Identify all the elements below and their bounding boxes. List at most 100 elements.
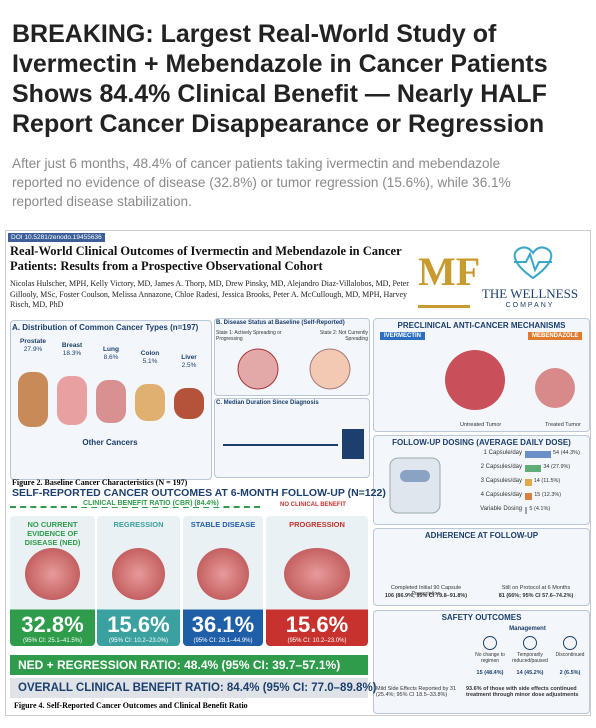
dose-value: 15 (12.3%) xyxy=(534,492,562,498)
title-line: Ivermectin + Mebendazole in Cancer Patie… xyxy=(12,50,548,78)
authors: Nicolas Hulscher, MPH, Kelly Victory, MD… xyxy=(10,279,409,309)
outcome-card: REGRESSION 15.6% (95% CI: 10.2–23.0%) xyxy=(97,516,180,646)
subtitle-line: reported disease stabilization. xyxy=(12,194,192,209)
mild: Mild Side Effects Reported by 31 (25.4%;… xyxy=(376,686,456,698)
cancer-name: Lung xyxy=(103,346,119,353)
cancer-pct: 2.5% xyxy=(181,362,197,369)
card-ci: (95% CI: 10.2–23.0%) xyxy=(108,638,169,644)
organ xyxy=(135,384,165,421)
card-image xyxy=(25,548,80,600)
safety-value: 15 (48.4%) xyxy=(476,670,504,676)
figure4: Figure 4. Self-Reported Cancer Outcomes … xyxy=(14,701,248,710)
dosing-title: FOLLOW-UP DOSING (AVERAGE DAILY DOSE) xyxy=(392,438,571,447)
outcome-card: STABLE DISEASE 36.1% (95% CI: 28.1–44.9%) xyxy=(183,516,263,646)
dose-bar xyxy=(525,507,528,514)
dose-bar xyxy=(525,465,542,472)
brand-sub: COMPANY xyxy=(505,302,555,309)
card-label: REGRESSION xyxy=(113,520,164,529)
safety-title: SAFETY OUTCOMES xyxy=(441,613,522,622)
other-cancers: Other Cancers xyxy=(82,438,138,447)
card-value: 32.8% xyxy=(21,612,84,637)
card-label: NO CURRENT EVIDENCE OF DISEASE (NED) xyxy=(24,520,81,547)
continued: 93.6% of those with side effects continu… xyxy=(466,686,579,698)
cancer-name: Liver xyxy=(181,354,197,361)
panel-c-title: C. Median Duration Since Diagnosis xyxy=(216,400,319,406)
safety xyxy=(373,610,590,714)
dose-label: 2 Capsules/day xyxy=(480,464,522,470)
organ xyxy=(96,380,126,423)
safety-icon xyxy=(483,636,497,650)
panel-b-title: B. Disease Status at Baseline (Self-Repo… xyxy=(216,320,345,326)
cancer-name: Prostate xyxy=(19,338,46,345)
card-ci: (95% CI: 28.1–44.9%) xyxy=(193,638,253,644)
overall-ratio: OVERALL CLINICAL BENEFIT RATIO: 84.4% (9… xyxy=(10,678,377,698)
adherence-value2: 81 (66%; 95% CI 57.6–74.2%) xyxy=(498,593,574,599)
safety-label: Temporarily reduced/paused xyxy=(512,652,548,664)
cancer-pct: 18.3% xyxy=(62,350,82,357)
subtitle-line: After just 6 months, 48.4% of cancer pat… xyxy=(12,156,501,171)
outcome-card: PROGRESSION 15.6% (95% CI: 10.2–23.0%) xyxy=(266,516,368,646)
card-value: 36.1% xyxy=(191,612,255,637)
safety-value: 2 (6.5%) xyxy=(559,670,581,676)
cbr-label: CLINICAL BENEFIT RATIO (CBR) (84.4%) xyxy=(80,500,222,507)
organ xyxy=(57,376,87,425)
adherence xyxy=(373,528,590,606)
state1: State 1: Actively Spreading or Progressi… xyxy=(216,330,282,342)
card-image xyxy=(111,548,166,600)
state2: State 2: Not Currently Spreading xyxy=(319,330,368,342)
dose-value: 5 (4.1%) xyxy=(529,506,551,512)
safety-label: Discontinued xyxy=(555,652,585,658)
safety-label: No change to regimen xyxy=(475,652,505,664)
dose-label: 1 Capsule/day xyxy=(483,450,522,456)
card-value: 15.6% xyxy=(285,612,349,637)
outcomes-title: SELF-REPORTED CANCER OUTCOMES AT 6-MONTH… xyxy=(12,487,386,499)
panel-a-title: A. Distribution of Common Cancer Types (… xyxy=(12,323,199,332)
capsule-illustration xyxy=(389,457,441,514)
untreated: Untreated Tumor xyxy=(460,422,502,428)
card-ci: (95% CI: 10.2–23.0%) xyxy=(287,638,347,644)
cancer-name: Colon xyxy=(140,350,160,357)
dose-bar xyxy=(525,479,532,486)
card-label: PROGRESSION xyxy=(289,520,345,529)
dose-value: 54 (44.3%) xyxy=(553,450,580,456)
dose-label: 4 Capsules/day xyxy=(480,492,522,498)
cancer-name: Breast xyxy=(61,342,83,349)
dose-value: 34 (27.9%) xyxy=(543,464,571,470)
no-benefit: NO CLINICAL BENEFIT xyxy=(280,502,346,508)
brand: THE WELLNESS xyxy=(481,286,579,301)
status-illustration xyxy=(237,348,351,390)
organ xyxy=(18,372,48,427)
dose-value: 14 (11.5%) xyxy=(533,478,561,484)
management: Management xyxy=(509,626,546,632)
treated: Treated Tumor xyxy=(545,422,581,428)
safety-icon xyxy=(563,636,577,650)
tumor-illustration xyxy=(445,350,575,410)
dose-bar xyxy=(525,493,533,500)
heart-icon xyxy=(513,246,553,280)
outcome-card: NO CURRENT EVIDENCE OF DISEASE (NED) 32.8… xyxy=(10,516,95,646)
subtitle-line: reported no evidence of disease (32.8%) … xyxy=(12,175,511,190)
ned-ratio: NED + REGRESSION RATIO: 48.4% (95% CI: 3… xyxy=(10,655,368,675)
doi: DOI 10.5281/zenodo.19455636 xyxy=(8,233,105,242)
paper-title: Real-World Clinical Outcomes of Ivermect… xyxy=(10,244,402,273)
figure2: Figure 2. Baseline Cancer Characteristic… xyxy=(12,478,188,487)
timeline-illustration xyxy=(223,429,364,459)
title-line: Report Cancer Disappearance or Regressio… xyxy=(12,110,545,138)
safety-value: 14 (45.2%) xyxy=(516,670,544,676)
adherence-item1: Completed Initial 90 Capsule Prescriptio… xyxy=(390,585,462,597)
drug1: IVERMECTIN xyxy=(380,332,426,340)
dose-label: 3 Capsules/day xyxy=(480,478,522,484)
organ xyxy=(174,388,204,419)
card-image xyxy=(284,548,350,600)
dose-bar xyxy=(525,451,551,458)
safety-icon xyxy=(523,636,537,650)
card-label: STABLE DISEASE xyxy=(190,520,256,529)
cancer-pct: 5.1% xyxy=(142,358,158,365)
title-line: BREAKING: Largest Real-World Study of xyxy=(12,20,497,48)
title-line: Shows 84.4% Clinical Benefit — Nearly HA… xyxy=(12,80,547,108)
card-value: 15.6% xyxy=(107,612,170,637)
adherence-title: ADHERENCE AT FOLLOW-UP xyxy=(424,531,539,540)
dose-label: Variable Dosing xyxy=(480,506,522,512)
adherence-value1: 106 (86.9%; 95% CI 79.8–91.8%) xyxy=(384,593,468,599)
